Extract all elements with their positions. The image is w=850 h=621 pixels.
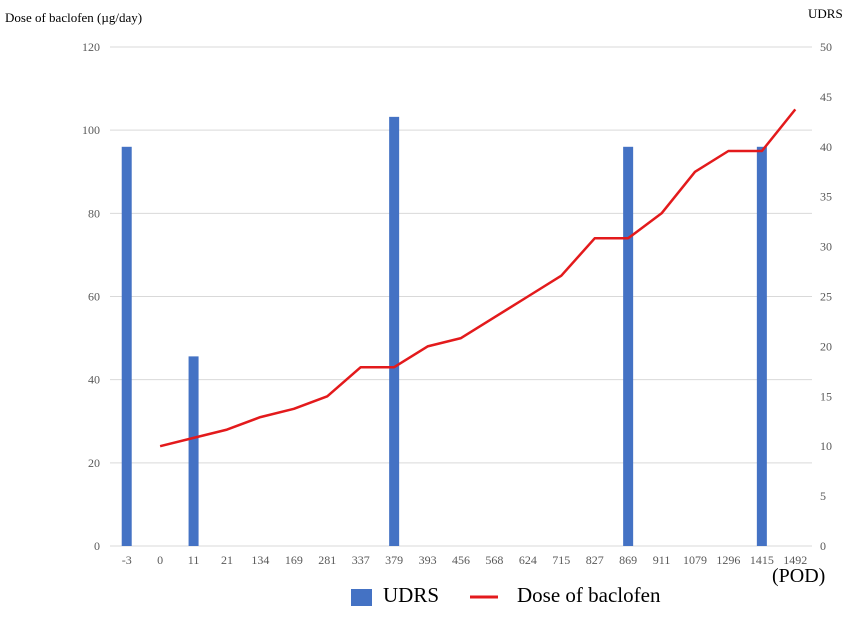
udrs-bar xyxy=(188,356,199,546)
x-axis-ticks: -3 0 11 21 134 169 281 337 379 393 456 568 624 715 827… xyxy=(122,553,808,567)
x-tick-label: 21 xyxy=(221,553,233,567)
left-tick-label: 40 xyxy=(88,373,100,387)
x-tick-label: 379 xyxy=(385,553,403,567)
left-tick-label: 120 xyxy=(82,40,100,54)
udrs-bar xyxy=(121,146,132,547)
legend-udrs-swatch xyxy=(351,589,372,606)
udrs-bars xyxy=(121,116,767,547)
x-tick-label: 0 xyxy=(157,553,163,567)
x-tick-label: 1296 xyxy=(716,553,740,567)
right-tick-label: 45 xyxy=(820,90,832,104)
x-tick-label: 568 xyxy=(485,553,503,567)
x-tick-label: 281 xyxy=(318,553,336,567)
x-tick-label: 393 xyxy=(419,553,437,567)
x-tick-label: 169 xyxy=(285,553,303,567)
right-axis-ticks: 0 5 10 15 20 25 30 35 40 45 50 xyxy=(820,40,832,553)
x-tick-label: 624 xyxy=(519,553,537,567)
udrs-bar xyxy=(389,116,400,547)
right-tick-label: 30 xyxy=(820,240,832,254)
legend-udrs-label: UDRS xyxy=(383,583,439,607)
x-tick-label: 1492 xyxy=(783,553,807,567)
right-tick-label: 35 xyxy=(820,190,832,204)
x-tick-label: 715 xyxy=(552,553,570,567)
x-tick-label: 1415 xyxy=(750,553,774,567)
x-tick-label: 11 xyxy=(188,553,200,567)
left-axis-ticks: 0 20 40 60 80 100 120 xyxy=(82,40,100,553)
right-axis-title: UDRS xyxy=(808,6,843,21)
right-tick-label: 15 xyxy=(820,389,832,403)
right-tick-label: 0 xyxy=(820,539,826,553)
x-tick-label: 337 xyxy=(352,553,370,567)
x-tick-label: 911 xyxy=(653,553,671,567)
udrs-bar xyxy=(623,146,634,547)
dose-line-layer xyxy=(159,108,797,448)
left-tick-label: 80 xyxy=(88,206,100,220)
left-axis-title: Dose of baclofen (µg/day) xyxy=(5,10,142,25)
x-tick-label: 134 xyxy=(251,553,269,567)
left-tick-label: 0 xyxy=(94,539,100,553)
left-tick-label: 100 xyxy=(82,123,100,137)
right-tick-label: 40 xyxy=(820,140,832,154)
left-tick-label: 60 xyxy=(88,290,100,304)
right-tick-label: 50 xyxy=(820,40,832,54)
left-tick-label: 20 xyxy=(88,456,100,470)
x-tick-label: 827 xyxy=(586,553,604,567)
legend: UDRS Dose of baclofen xyxy=(351,583,661,607)
x-tick-label: -3 xyxy=(122,553,132,567)
x-tick-label: 456 xyxy=(452,553,470,567)
legend-dose-label: Dose of baclofen xyxy=(517,583,661,607)
x-tick-label: 1079 xyxy=(683,553,707,567)
right-tick-label: 5 xyxy=(820,489,826,503)
x-axis-unit-label: (POD) xyxy=(772,565,825,587)
grid-lines xyxy=(110,46,812,547)
right-tick-label: 25 xyxy=(820,290,832,304)
right-tick-label: 20 xyxy=(820,339,832,353)
dose-line xyxy=(159,108,797,448)
udrs-bar xyxy=(756,146,767,547)
x-tick-label: 869 xyxy=(619,553,637,567)
right-tick-label: 10 xyxy=(820,439,832,453)
